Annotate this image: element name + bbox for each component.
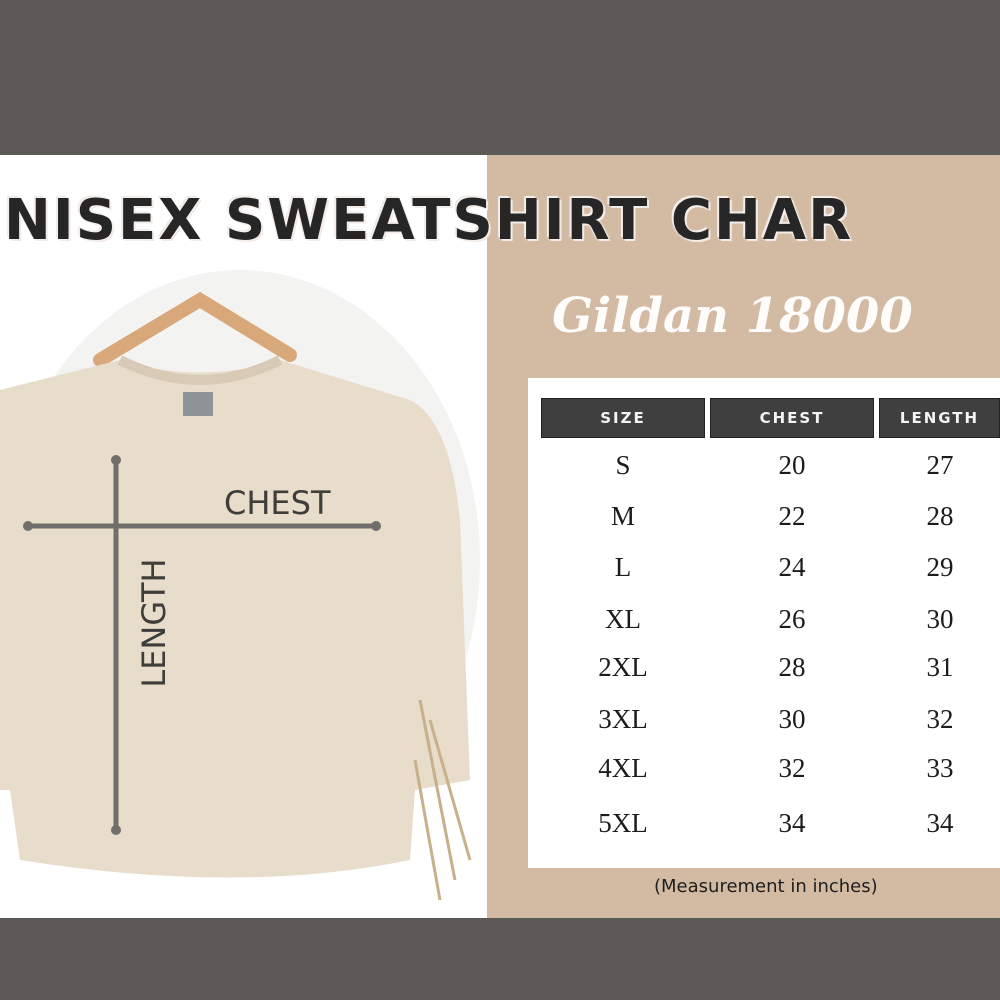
size-cell: 4XL xyxy=(598,753,648,783)
dried-grass xyxy=(413,699,472,901)
length-cell: 34 xyxy=(926,808,954,838)
top-band xyxy=(0,0,1000,155)
length-line-endpoint xyxy=(111,825,121,835)
table-row: 4XL 32 33 xyxy=(528,753,1000,803)
length-cell: 32 xyxy=(926,704,954,734)
length-cell: 31 xyxy=(926,652,954,682)
length-cell: 29 xyxy=(926,552,954,582)
sweatshirt-body xyxy=(0,360,470,878)
table-row: XL 26 30 xyxy=(528,604,1000,654)
length-cell: 33 xyxy=(926,753,954,783)
table-row: L 24 29 xyxy=(528,552,1000,602)
header-length: LENGTH xyxy=(879,398,1000,438)
table-row: M 22 28 xyxy=(528,501,1000,551)
tag-icon xyxy=(183,392,213,416)
length-cell: 27 xyxy=(926,450,954,480)
chest-cell: 28 xyxy=(778,652,806,682)
chest-cell: 24 xyxy=(778,552,806,582)
header-size: SIZE xyxy=(541,398,705,438)
chest-line-endpoint xyxy=(371,521,381,531)
page-title: NISEX SWEATSHIRT CHAR xyxy=(4,188,854,253)
chest-cell: 20 xyxy=(778,450,806,480)
chest-cell: 34 xyxy=(778,808,806,838)
table-row: 5XL 34 34 xyxy=(528,808,1000,858)
chest-label: CHEST xyxy=(224,484,331,522)
length-line-endpoint xyxy=(111,455,121,465)
chest-cell: 30 xyxy=(778,704,806,734)
hanger-icon xyxy=(93,291,297,367)
size-cell: S xyxy=(615,450,631,480)
chest-cell: 32 xyxy=(778,753,806,783)
length-cell: 28 xyxy=(926,501,954,531)
sweatshirt-collar xyxy=(117,355,283,385)
chest-cell: 26 xyxy=(778,604,806,634)
size-cell: L xyxy=(614,552,632,582)
table-row: S 20 27 xyxy=(528,450,1000,500)
measurement-note: (Measurement in inches) xyxy=(654,876,878,897)
brand-subtitle: Gildan 18000 xyxy=(552,288,913,344)
size-cell: M xyxy=(610,501,635,531)
table-row: 3XL 30 32 xyxy=(528,704,1000,754)
size-cell: 3XL xyxy=(598,704,648,734)
table-row: 2XL 28 31 xyxy=(528,652,1000,702)
size-cell: 2XL xyxy=(598,652,648,682)
length-label: LENGTH xyxy=(135,558,173,688)
sweatshirt-image xyxy=(0,270,480,901)
chest-cell: 22 xyxy=(778,501,806,531)
size-cell: XL xyxy=(605,604,641,634)
header-chest: CHEST xyxy=(710,398,874,438)
size-table: SIZE CHEST LENGTH S 20 27 M 22 28 L 24 29 XL 26 30 2… xyxy=(528,378,1000,868)
bottom-band xyxy=(0,918,1000,1000)
length-cell: 30 xyxy=(926,604,954,634)
size-cell: 5XL xyxy=(598,808,648,838)
chest-line-endpoint xyxy=(23,521,33,531)
